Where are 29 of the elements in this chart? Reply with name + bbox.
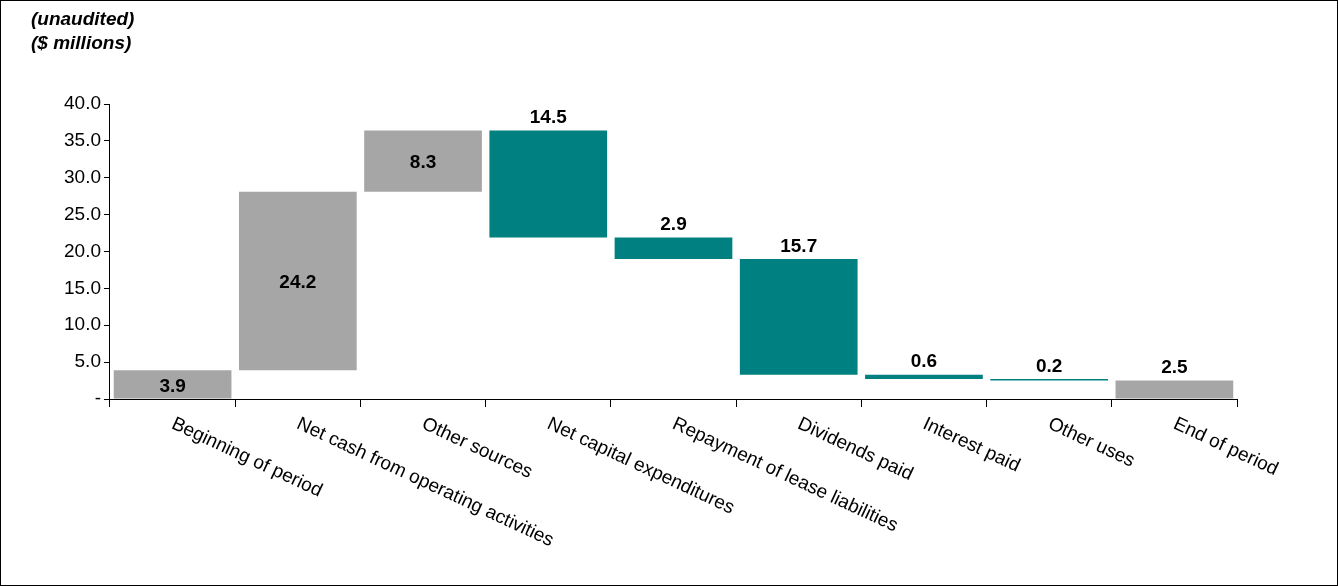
data-label: 2.5 [1161,356,1189,378]
data-label: 15.7 [780,234,818,256]
y-tick-label: 30.0 [64,165,101,187]
x-tick-label: Other uses [1045,412,1139,471]
bar [238,191,357,371]
y-tick-label: 35.0 [64,129,101,151]
bar [489,130,608,238]
data-label: 3.9 [159,374,186,396]
data-label: 14.5 [529,106,568,128]
y-tick-label: 40.0 [64,92,101,114]
data-label: 8.3 [409,151,437,173]
bar [739,258,858,375]
data-label: 0.6 [910,350,938,372]
bar [113,370,232,399]
data-label: 0.2 [1035,354,1063,376]
y-axis-title: (unaudited) ($ millions) [31,7,135,55]
y-tick-label: - [94,387,101,409]
data-label: 2.9 [660,213,687,235]
bar [1115,380,1234,399]
y-tick-label: 20.0 [64,239,101,261]
x-tick-label: End of period [1170,412,1282,480]
y-tick-label: 25.0 [64,202,101,224]
bar [364,130,482,192]
bar [865,374,983,380]
y-tick-label: 15.0 [64,276,101,298]
y-tick-label: 5.0 [74,350,101,372]
data-label: 24.2 [279,271,317,293]
bar [614,237,733,259]
y-tick-label: 10.0 [64,313,101,335]
